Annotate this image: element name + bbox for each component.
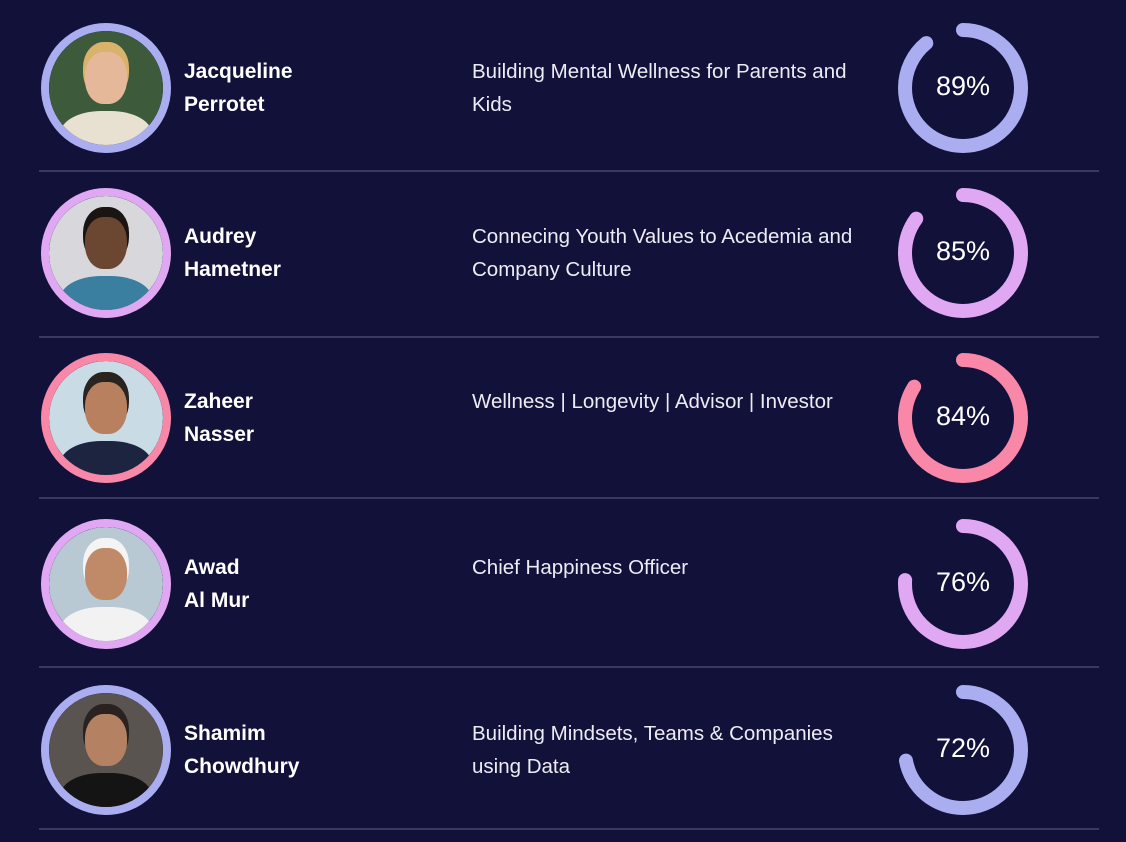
list-item[interactable]: Jacqueline Perrotet Building Mental Well… [0,5,1126,171]
first-name: Audrey [184,225,257,248]
last-name: Chowdhury [184,755,300,778]
avatar[interactable] [41,353,171,483]
progress-arc [898,353,1028,483]
person-name: Zaheer Nasser [184,385,254,451]
person-description: Wellness | Longevity | Advisor | Investo… [472,390,833,413]
last-name: Perrotet [184,93,265,116]
progress-ring [898,23,1028,153]
progress-arc [898,685,1028,815]
row-divider [39,666,1099,668]
list-item[interactable]: Zaheer Nasser Wellness | Longevity | Adv… [0,335,1126,501]
avatar[interactable] [41,188,171,318]
first-name: Shamim [184,722,266,745]
percent-label: 89% [935,71,991,101]
last-name: Hametner [184,258,281,281]
progress-arc [898,188,1028,318]
profile-photo [49,527,163,641]
person-description: Connecing Youth Values to Acedemia and C… [472,225,853,281]
avatar[interactable] [41,685,171,815]
percent-label: 76% [935,567,991,597]
profile-photo [49,693,163,807]
progress-arc [898,519,1028,649]
row-divider [39,828,1099,830]
person-name: Jacqueline Perrotet [184,55,293,121]
first-name: Zaheer [184,390,253,413]
last-name: Nasser [184,423,255,446]
progress-arc [898,23,1028,153]
person-description: Building Mental Wellness for Parents and… [472,60,847,116]
profile-photo [49,31,163,145]
person-description: Building Mindsets, Teams & Companies usi… [472,722,833,778]
progress-ring [898,353,1028,483]
avatar[interactable] [41,519,171,649]
profile-photo [49,196,163,310]
person-name: Audrey Hametner [184,220,281,286]
progress-ring [898,519,1028,649]
person-name: Awad Al Mur [184,551,249,617]
profile-photo [49,361,163,475]
percent-label: 85% [935,236,991,266]
person-name: Shamim Chowdhury [184,717,300,783]
row-divider [39,170,1099,172]
percent-label: 84% [935,401,991,431]
first-name: Jacqueline [184,60,293,83]
progress-ring [898,685,1028,815]
person-description: Chief Happiness Officer [472,556,689,579]
row-divider [39,336,1099,338]
list-item[interactable]: Audrey Hametner Connecing Youth Values t… [0,170,1126,336]
percent-label: 72% [935,733,991,763]
progress-ring [898,188,1028,318]
last-name: Al Mur [184,589,250,612]
first-name: Awad [184,556,240,579]
row-divider [39,497,1099,499]
avatar[interactable] [41,23,171,153]
list-item[interactable]: Awad Al Mur Chief Happiness Officer 76% [0,501,1126,667]
list-item[interactable]: Shamim Chowdhury Building Mindsets, Team… [0,667,1126,833]
